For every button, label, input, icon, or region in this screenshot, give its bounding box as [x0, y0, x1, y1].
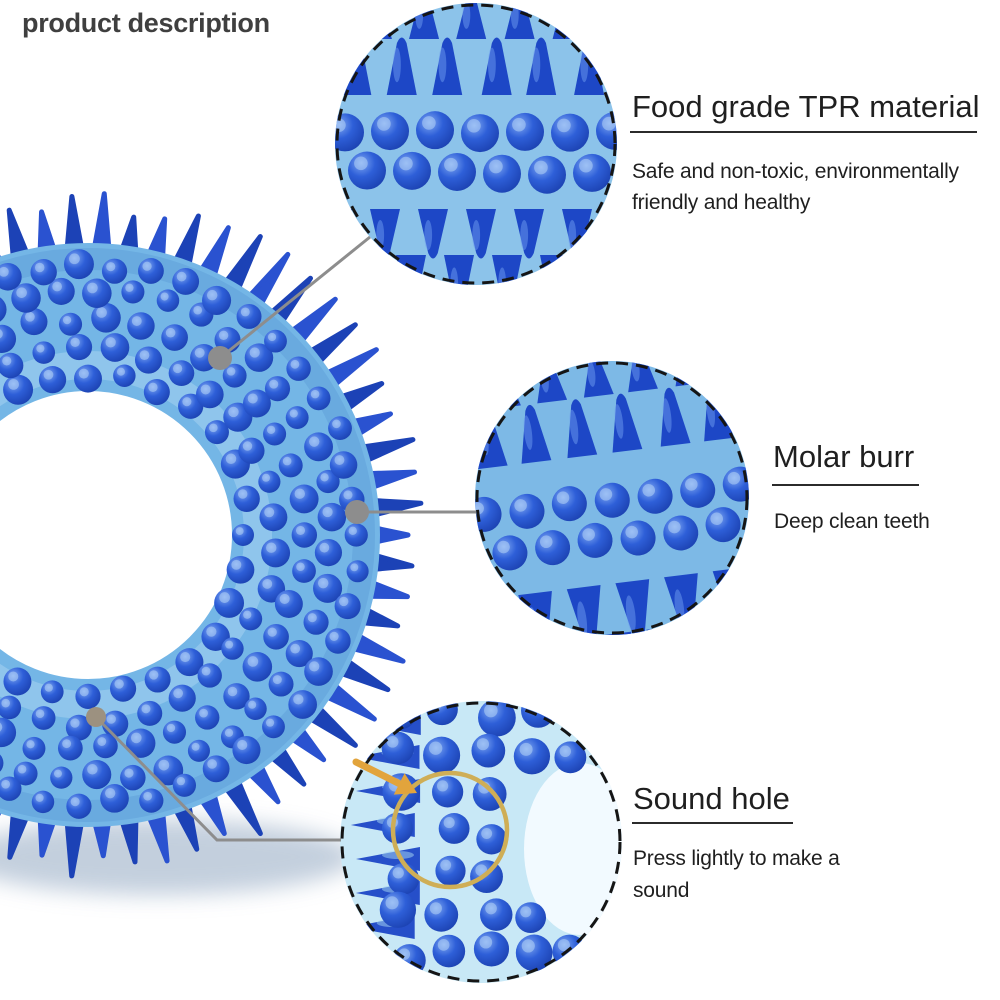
sub-line: sound: [633, 879, 690, 902]
sound-hole-macro-texture: [340, 701, 622, 983]
molar-macro-texture: [475, 361, 749, 635]
sub-line: Safe and non-toxic, environmentally: [632, 160, 959, 183]
sub-line: friendly and healthy: [632, 191, 811, 214]
page-title: product description: [22, 8, 270, 38]
callout-sub-tpr: Safe and non-toxic, environmentally frie…: [632, 156, 959, 218]
callout-heading-molar: Molar burr: [773, 439, 915, 474]
sub-line: Deep clean teeth: [774, 510, 930, 533]
toy-shadow: [0, 819, 356, 895]
callout-circle-molar: [475, 361, 749, 635]
heading-underline-sound: [632, 822, 793, 824]
heading-underline-molar: [772, 484, 919, 486]
heading-underline-tpr: [630, 131, 977, 133]
callout-heading-tpr: Food grade TPR material: [632, 89, 980, 124]
tpr-macro-texture: [335, 3, 617, 285]
sub-line: Press lightly to make a: [633, 847, 840, 870]
callout-sub-molar: Deep clean teeth: [774, 506, 930, 537]
callout-heading-sound: Sound hole: [633, 781, 790, 816]
callout-sub-sound: Press lightly to make a sound: [633, 843, 840, 907]
callout-circle-sound: [340, 701, 622, 983]
callout-circle-tpr: [335, 3, 617, 285]
